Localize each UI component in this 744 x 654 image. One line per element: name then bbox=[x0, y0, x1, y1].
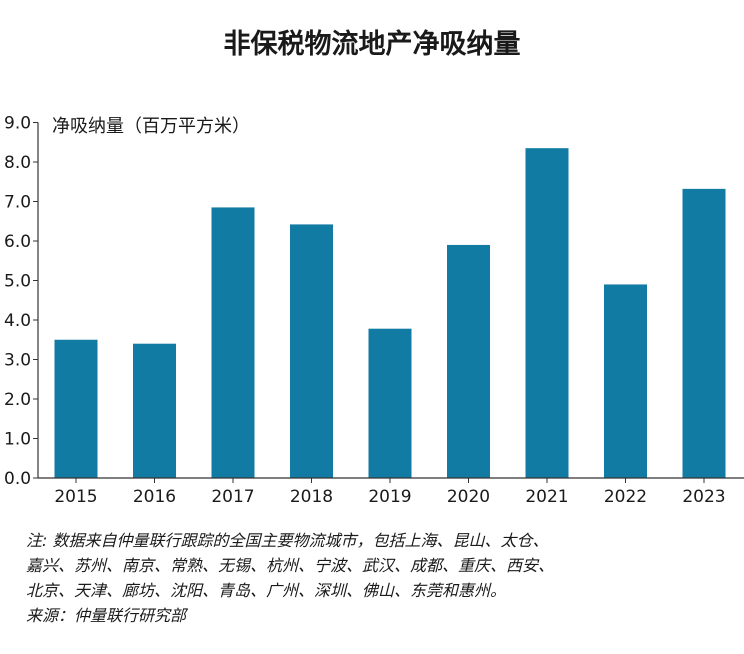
y-tick-label: 8.0 bbox=[4, 153, 31, 173]
bar-2019 bbox=[368, 328, 412, 478]
y-tick-label: 3.0 bbox=[4, 351, 31, 371]
x-tick-label: 2017 bbox=[211, 487, 254, 507]
note-line-3: 北京、天津、廊坊、沈阳、青岛、广州、深圳、佛山、东莞和惠州。 bbox=[26, 581, 507, 600]
source-line: 来源：仲量联行研究部 bbox=[26, 606, 187, 625]
y-tick-label: 4.0 bbox=[4, 311, 31, 331]
y-tick-label: 5.0 bbox=[4, 272, 31, 292]
y-tick-label: 1.0 bbox=[4, 430, 31, 450]
x-tick-label: 2016 bbox=[133, 487, 176, 507]
bars bbox=[54, 148, 726, 479]
y-tick-label: 0.0 bbox=[4, 469, 31, 489]
bar-2017 bbox=[211, 207, 255, 479]
bar-2020 bbox=[447, 244, 490, 478]
bar-2015 bbox=[54, 339, 98, 478]
y-axis-label: 净吸纳量（百万平方米） bbox=[52, 116, 250, 137]
y-tick-label: 7.0 bbox=[4, 193, 31, 213]
note-line-2: 嘉兴、苏州、南京、常熟、无锡、杭州、宁波、武汉、成都、重庆、西安、 bbox=[26, 556, 555, 575]
bar-2016 bbox=[133, 343, 176, 478]
x-tick-label: 2021 bbox=[525, 487, 568, 507]
note-line-1: 注: 数据来自仲量联行跟踪的全国主要物流城市，包括上海、昆山、太仓、 bbox=[26, 531, 549, 550]
x-tick-label: 2018 bbox=[290, 487, 333, 507]
bar-chart: 0.01.02.03.04.05.06.07.08.09.0 2015 2016 2… bbox=[4, 114, 744, 507]
y-tick-label: 6.0 bbox=[4, 232, 31, 252]
chart-title: 非保税物流地产净吸纳量 bbox=[223, 29, 521, 60]
bar-2018 bbox=[290, 224, 333, 478]
y-tick-label: 2.0 bbox=[4, 390, 31, 410]
bar-2023 bbox=[682, 188, 726, 479]
x-tick-label: 2022 bbox=[604, 487, 647, 507]
x-tick-label: 2023 bbox=[682, 487, 725, 507]
notes: 注: 数据来自仲量联行跟踪的全国主要物流城市，包括上海、昆山、太仓、 嘉兴、苏州… bbox=[26, 528, 726, 628]
x-tick-label: 2015 bbox=[54, 487, 97, 507]
y-axis-ticks: 0.0 1.0 2.0 3.0 4.0 5.0 6.0 7.0 8.0 9.0 bbox=[4, 114, 38, 489]
x-tick-label: 2019 bbox=[368, 487, 411, 507]
x-axis-ticks: 2015 2016 2017 2018 2019 2020 2021 2022 2023 bbox=[54, 478, 726, 507]
y-tick-label: 9.0 bbox=[4, 114, 31, 134]
bar-2022 bbox=[604, 284, 647, 478]
bar-2021 bbox=[525, 148, 569, 479]
x-tick-label: 2020 bbox=[447, 487, 490, 507]
